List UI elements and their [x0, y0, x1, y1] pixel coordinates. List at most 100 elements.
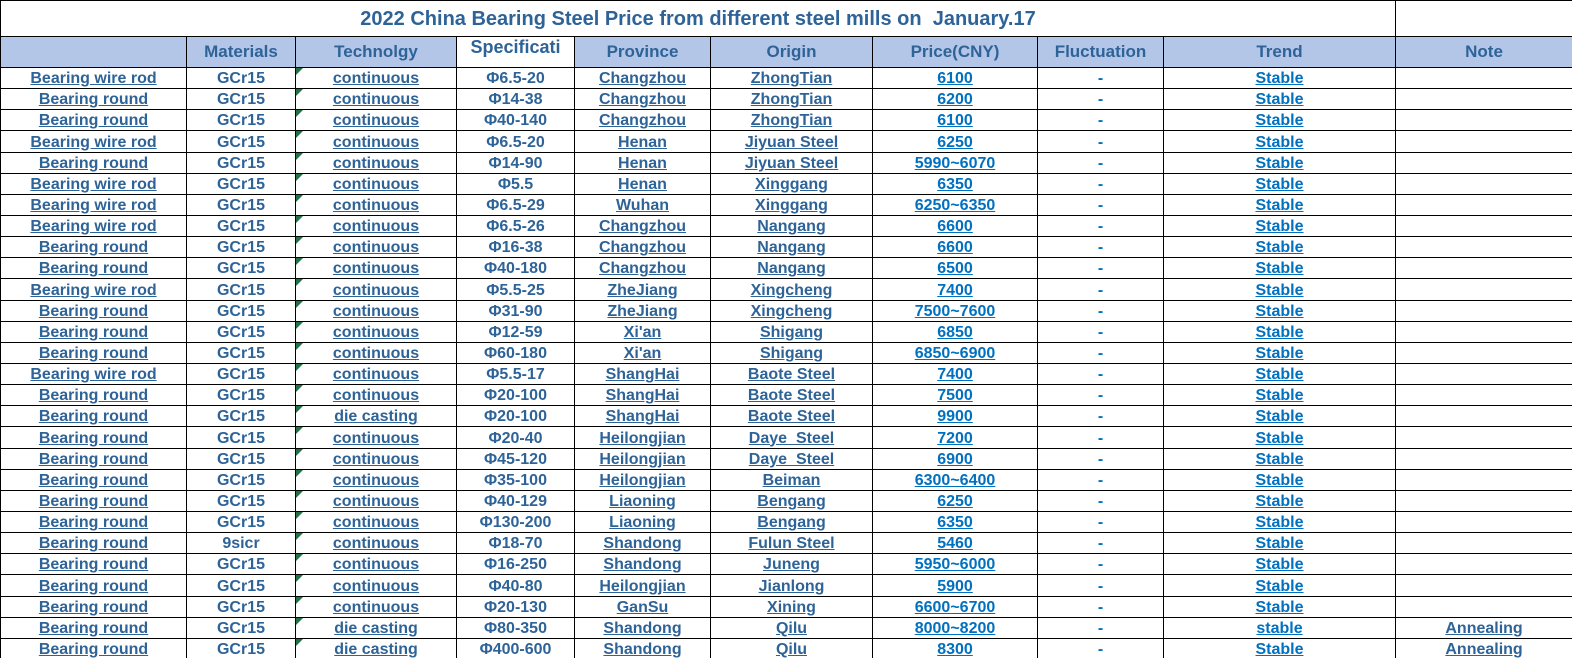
technology-cell: continuous	[295, 88, 457, 111]
material-cell: GCr15	[186, 278, 296, 301]
technology-cell: continuous	[295, 193, 457, 216]
province-cell: Henan	[574, 151, 711, 174]
note-cell	[1395, 553, 1572, 576]
material-cell: GCr15	[186, 384, 296, 407]
specification-cell: Φ40-80	[456, 574, 575, 597]
price-cell: 6200	[872, 88, 1038, 111]
product-cell: Bearing wire rod	[0, 214, 187, 238]
fluctuation-cell: -	[1037, 595, 1164, 618]
origin-cell: Nangang	[710, 214, 873, 238]
table-row: Bearing round GCr15 continuous Φ12-59 Xi'an S…	[0, 320, 1572, 343]
material-cell: GCr15	[186, 236, 296, 259]
table-row: Bearing wire rod GCr15 continuous Φ6.5-20 He…	[0, 130, 1572, 153]
material-cell: 9sicr	[186, 532, 296, 555]
specification-cell: Φ6.5-20	[456, 130, 575, 153]
error-indicator-icon	[296, 343, 303, 350]
fluctuation-cell: -	[1037, 447, 1164, 470]
note-cell	[1395, 510, 1572, 534]
error-indicator-icon	[296, 237, 303, 245]
specification-cell: Φ5.5	[456, 172, 575, 195]
technology-text: continuous	[332, 323, 420, 341]
note-cell	[1395, 130, 1572, 153]
province-cell: Changzhou	[574, 66, 711, 90]
material-cell: GCr15	[186, 214, 296, 238]
trend-cell: Stable	[1162, 109, 1397, 132]
fluctuation-cell: -	[1037, 574, 1164, 597]
material-cell: GCr15	[186, 553, 296, 576]
note-cell	[1395, 172, 1572, 195]
material-cell: GCr15	[186, 489, 296, 512]
fluctuation-cell: -	[1037, 151, 1164, 174]
technology-cell: continuous	[295, 151, 457, 174]
price-cell: 6300~6400	[872, 468, 1038, 491]
fluctuation-cell: -	[1037, 214, 1164, 238]
origin-cell: Daye Steel	[710, 447, 873, 470]
origin-cell: Bengang	[710, 510, 873, 534]
specification-cell: Φ400-600	[456, 637, 575, 658]
error-indicator-icon	[296, 597, 303, 604]
price-cell: 6850~6900	[872, 341, 1038, 364]
error-indicator-icon	[296, 279, 303, 287]
table-row: Bearing round GCr15 continuous Φ16-38 Changz…	[0, 236, 1572, 259]
trend-cell: Stable	[1162, 595, 1397, 618]
technology-cell: continuous	[295, 553, 457, 576]
price-cell: 6600	[872, 236, 1038, 259]
column-header-price: Price(CNY)	[872, 36, 1038, 68]
province-cell: Heilongjian	[574, 574, 711, 597]
trend-cell: Stable	[1162, 447, 1397, 470]
note-cell	[1395, 362, 1572, 386]
price-cell: 6900	[872, 447, 1038, 470]
page-title: 2022 China Bearing Steel Price from diff…	[0, 0, 1397, 37]
error-indicator-icon	[296, 406, 303, 414]
origin-cell: Juneng	[710, 553, 873, 576]
product-cell: Bearing round	[0, 468, 187, 491]
note-cell	[1395, 320, 1572, 343]
origin-cell: Jiyuan Steel	[710, 151, 873, 174]
material-cell: GCr15	[186, 172, 296, 195]
product-cell: Bearing wire rod	[0, 66, 187, 90]
technology-text: continuous	[332, 344, 420, 362]
note-cell	[1395, 109, 1572, 132]
fluctuation-cell: -	[1037, 637, 1164, 658]
product-cell: Bearing round	[0, 384, 187, 407]
technology-text: continuous	[332, 281, 420, 299]
fluctuation-cell: -	[1037, 510, 1164, 534]
fluctuation-cell: -	[1037, 553, 1164, 576]
fluctuation-cell: -	[1037, 341, 1164, 364]
error-indicator-icon	[296, 364, 303, 371]
column-header-specification: Specificati	[456, 36, 575, 68]
province-cell: ShangHai	[574, 384, 711, 407]
error-indicator-icon	[296, 470, 303, 477]
technology-text: continuous	[332, 154, 420, 172]
origin-cell: Qilu	[710, 616, 873, 639]
table-row: Bearing round GCr15 continuous Φ14-90 Henan J…	[0, 151, 1572, 174]
error-indicator-icon	[296, 322, 303, 329]
error-indicator-icon	[296, 427, 303, 435]
technology-cell: continuous	[295, 341, 457, 364]
note-cell: Annealing	[1395, 616, 1572, 639]
note-cell	[1395, 341, 1572, 364]
note-cell	[1395, 214, 1572, 238]
province-cell: Heilongjian	[574, 426, 711, 449]
technology-cell: continuous	[295, 384, 457, 407]
province-cell: Heilongjian	[574, 468, 711, 491]
error-indicator-icon	[296, 110, 303, 118]
specification-cell: Φ31-90	[456, 299, 575, 322]
product-cell: Bearing wire rod	[0, 172, 187, 195]
table-row: Bearing round GCr15 continuous Φ45-120 Heilo…	[0, 447, 1572, 470]
product-cell: Bearing round	[0, 341, 187, 364]
product-cell: Bearing wire rod	[0, 130, 187, 153]
error-indicator-icon	[296, 385, 303, 393]
price-cell: 6350	[872, 510, 1038, 534]
technology-text: continuous	[332, 387, 420, 405]
province-cell: ShangHai	[574, 405, 711, 428]
trend-cell: Stable	[1162, 257, 1397, 280]
technology-text: continuous	[332, 535, 420, 553]
specification-cell: Φ6.5-26	[456, 214, 575, 238]
product-cell: Bearing wire rod	[0, 193, 187, 216]
origin-cell: Jianlong	[710, 574, 873, 597]
product-cell: Bearing round	[0, 299, 187, 322]
product-cell: Bearing round	[0, 616, 187, 639]
product-cell: Bearing round	[0, 257, 187, 280]
technology-cell: continuous	[295, 66, 457, 90]
